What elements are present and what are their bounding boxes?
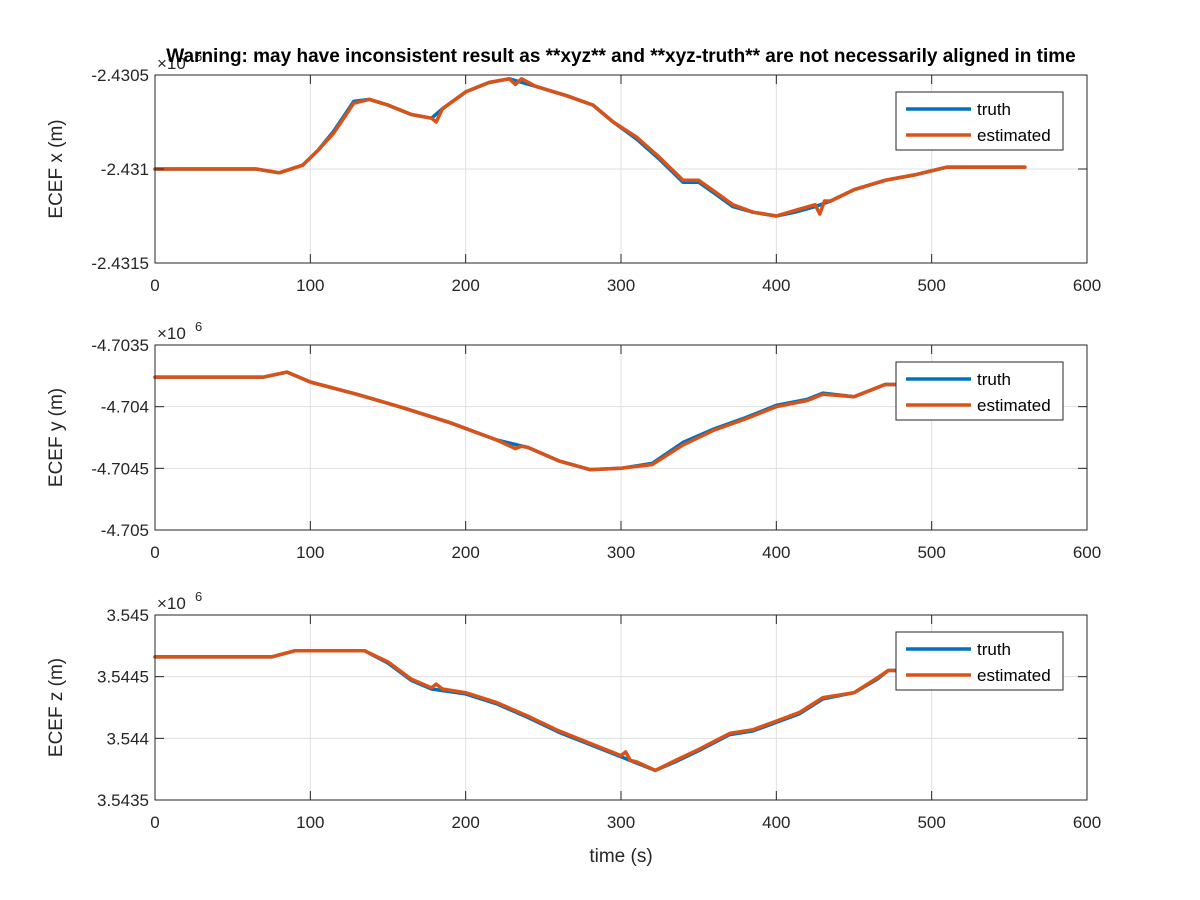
x-tick-label: 500 bbox=[917, 276, 945, 295]
y-tick-label: -2.4315 bbox=[91, 254, 149, 273]
y-exponent-label: ×10 bbox=[157, 324, 186, 343]
legend-box bbox=[895, 361, 1064, 421]
x-tick-label: 100 bbox=[296, 543, 324, 562]
legend: truth estimated bbox=[895, 91, 1064, 151]
legend-label-truth: truth bbox=[977, 640, 1011, 659]
x-tick-label: 600 bbox=[1073, 813, 1101, 832]
legend-box bbox=[895, 91, 1064, 151]
x-tick-label: 100 bbox=[296, 276, 324, 295]
y-tick-label: -4.7045 bbox=[91, 459, 149, 478]
subplot-2: 0 100 200 300 400 500 600 -4.705 -4.7045 -4.704 -4… bbox=[46, 319, 1101, 562]
x-tick-label: 600 bbox=[1073, 276, 1101, 295]
x-tick-label: 300 bbox=[607, 276, 635, 295]
legend-label-estimated: estimated bbox=[977, 666, 1051, 685]
y-tick-label: 3.544 bbox=[106, 729, 149, 748]
x-tick-label: 400 bbox=[762, 276, 790, 295]
legend: truth estimated bbox=[895, 361, 1064, 421]
y-tick-label: 3.5445 bbox=[97, 668, 149, 687]
y-tick-label: 3.5435 bbox=[97, 791, 149, 810]
y-tick-label: -4.705 bbox=[101, 521, 149, 540]
x-tick-label: 300 bbox=[607, 543, 635, 562]
y-axis-label: ECEF x (m) bbox=[46, 119, 67, 218]
y-axis-label: ECEF z (m) bbox=[46, 658, 67, 757]
y-exponent-power: 6 bbox=[195, 319, 202, 334]
x-tick-label: 200 bbox=[451, 543, 479, 562]
legend: truth estimated bbox=[895, 631, 1064, 691]
x-tick-label: 600 bbox=[1073, 543, 1101, 562]
x-tick-label: 400 bbox=[762, 543, 790, 562]
y-exponent-power: 6 bbox=[195, 589, 202, 604]
subplot-1: 0 100 200 300 400 500 600 -2.4315 -2.431 -2.4305 ×… bbox=[46, 49, 1101, 295]
x-tick-label: 100 bbox=[296, 813, 324, 832]
y-exponent-label: ×10 bbox=[157, 594, 186, 613]
x-tick-label: 500 bbox=[917, 813, 945, 832]
x-tick-label: 400 bbox=[762, 813, 790, 832]
legend-label-estimated: estimated bbox=[977, 396, 1051, 415]
y-tick-label: -2.4305 bbox=[91, 66, 149, 85]
series-line-estimated bbox=[153, 649, 903, 773]
y-tick-label: -2.431 bbox=[101, 160, 149, 179]
legend-label-truth: truth bbox=[977, 370, 1011, 389]
y-axis-label: ECEF y (m) bbox=[46, 388, 67, 487]
y-exponent-power: 6 bbox=[195, 49, 202, 64]
legend-label-estimated: estimated bbox=[977, 126, 1051, 145]
subplot-3: 0 100 200 300 400 500 600 3.5435 3.544 3.5445 3.54… bbox=[46, 589, 1101, 832]
legend-label-truth: truth bbox=[977, 100, 1011, 119]
figure-title: Warning: may have inconsistent result as… bbox=[166, 46, 1075, 67]
legend-box bbox=[895, 631, 1064, 691]
x-tick-label: 200 bbox=[451, 813, 479, 832]
x-tick-label: 0 bbox=[150, 276, 159, 295]
y-tick-label: -4.704 bbox=[101, 398, 149, 417]
series-line-estimated bbox=[153, 370, 903, 472]
x-tick-label: 200 bbox=[451, 276, 479, 295]
x-tick-label: 300 bbox=[607, 813, 635, 832]
y-tick-label: 3.545 bbox=[106, 606, 149, 625]
y-tick-label: -4.7035 bbox=[91, 336, 149, 355]
series-line-estimated bbox=[153, 77, 1027, 218]
y-exponent-label: ×10 bbox=[157, 54, 186, 73]
x-axis-label: time (s) bbox=[589, 846, 652, 867]
x-tick-label: 500 bbox=[917, 543, 945, 562]
x-tick-label: 0 bbox=[150, 543, 159, 562]
axes-layer: 0 100 200 300 400 500 600-2.4315-2.431-2.4305×… bbox=[46, 49, 1101, 832]
x-tick-label: 0 bbox=[150, 813, 159, 832]
